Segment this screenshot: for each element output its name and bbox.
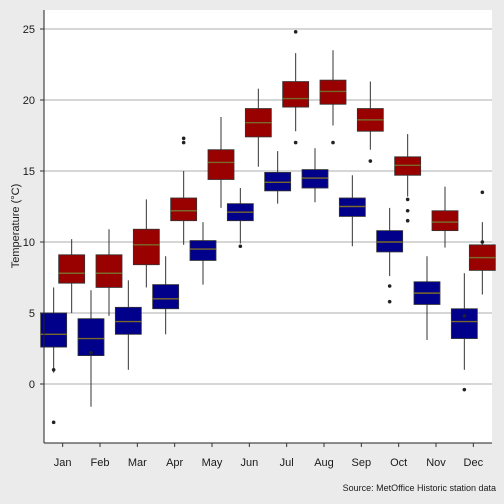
box-jan-min: [40, 287, 68, 425]
box-sep-min: [338, 175, 366, 247]
y-axis-title: Temperature (°C): [10, 184, 22, 268]
x-tick-label: Sep: [352, 457, 372, 469]
box-iqr: [319, 79, 347, 105]
y-tick-label: 0: [29, 379, 35, 391]
box-aug-max: [319, 50, 347, 145]
x-tick-label: Nov: [426, 457, 446, 469]
box-may-min: [189, 222, 217, 285]
outlier-point: [181, 140, 186, 145]
box-jun-max: [244, 88, 272, 167]
y-tick-label: 15: [23, 166, 35, 178]
box-oct-min: [376, 207, 404, 304]
chart-caption: Source: MetOffice Historic station data: [343, 483, 496, 493]
box-nov-max: [431, 186, 459, 248]
outlier-point: [405, 197, 410, 202]
box-may-max: [207, 117, 235, 208]
y-tick-label: 20: [23, 95, 35, 107]
outlier-point: [405, 208, 410, 213]
outlier-point: [181, 136, 186, 141]
box-iqr: [58, 254, 86, 284]
x-tick-label: Feb: [91, 457, 110, 469]
box-iqr: [207, 149, 235, 180]
boxes-layer: [40, 30, 496, 425]
x-tick-label: Jul: [280, 457, 294, 469]
box-iqr: [40, 312, 68, 348]
y-tick-label: 5: [29, 308, 35, 320]
outlier-point: [89, 350, 93, 355]
x-tick-label: Aug: [314, 457, 334, 469]
box-iqr: [189, 240, 217, 261]
box-dec-min: [450, 273, 478, 392]
box-apr-min: [152, 256, 180, 335]
box-jul-min: [264, 151, 292, 204]
box-iqr: [338, 197, 366, 217]
box-iqr: [282, 81, 310, 108]
box-iqr: [431, 210, 459, 232]
outlier-point: [51, 420, 56, 425]
box-feb-min: [77, 290, 105, 407]
box-nov-min: [413, 256, 441, 340]
outlier-point: [387, 284, 392, 288]
box-iqr: [301, 169, 329, 189]
box-iqr: [95, 254, 123, 288]
box-mar-max: [132, 199, 160, 288]
outlier-point: [462, 314, 467, 318]
box-dec-max: [468, 190, 496, 295]
box-oct-max: [394, 134, 422, 223]
plot-panel: [44, 10, 492, 443]
box-sep-max: [356, 81, 384, 163]
box-iqr: [264, 172, 292, 192]
x-tick-label: Dec: [464, 457, 484, 469]
outlier-point: [480, 190, 485, 195]
outlier-point: [331, 140, 335, 145]
outlier-point: [462, 387, 467, 392]
outlier-point: [405, 218, 410, 223]
outlier-point: [480, 240, 485, 244]
outlier-point: [293, 30, 298, 34]
x-tick-label: Jun: [240, 457, 258, 469]
x-axis-ticks: Jan Feb Mar Apr May Jun Jul Aug Sep Oct Nov Dec: [54, 443, 484, 469]
outlier-point: [51, 368, 56, 372]
x-tick-label: May: [202, 457, 223, 469]
box-jun-min: [226, 188, 254, 249]
y-tick-label: 10: [23, 237, 35, 249]
outlier-point: [387, 299, 392, 304]
box-jan-max: [58, 239, 86, 313]
box-iqr: [376, 230, 404, 253]
y-axis-ticks: 0 5 10 15 20 25: [23, 24, 44, 391]
outlier-point: [238, 244, 243, 249]
box-iqr: [114, 306, 142, 335]
outlier-point: [368, 159, 373, 163]
x-tick-label: Mar: [128, 457, 147, 469]
box-iqr: [450, 308, 478, 339]
box-mar-min: [114, 280, 142, 370]
box-feb-max: [95, 229, 123, 316]
box-iqr: [132, 228, 160, 266]
outlier-point: [293, 140, 298, 145]
box-iqr: [394, 156, 422, 176]
box-iqr: [152, 284, 180, 310]
box-apr-max: [170, 136, 198, 245]
box-jul-max: [282, 30, 310, 145]
x-tick-label: Apr: [166, 457, 183, 469]
y-tick-label: 25: [23, 24, 35, 36]
box-aug-min: [301, 148, 329, 203]
box-iqr: [77, 318, 105, 356]
x-tick-label: Oct: [390, 457, 407, 469]
box-iqr: [170, 197, 198, 222]
x-tick-label: Jan: [54, 457, 72, 469]
